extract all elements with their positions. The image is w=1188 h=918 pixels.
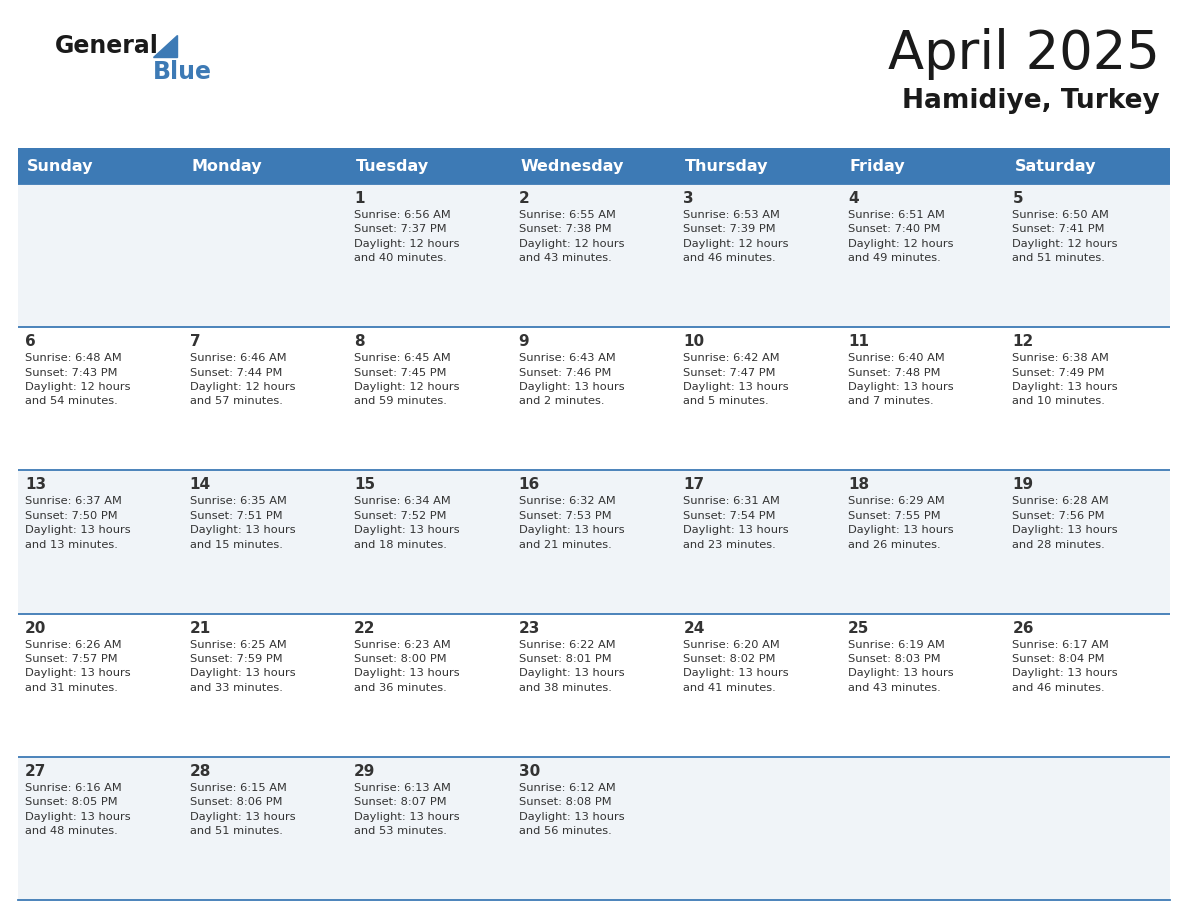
Text: Sunrise: 6:42 AM
Sunset: 7:47 PM
Daylight: 13 hours
and 5 minutes.: Sunrise: 6:42 AM Sunset: 7:47 PM Dayligh… bbox=[683, 353, 789, 407]
Text: Sunrise: 6:45 AM
Sunset: 7:45 PM
Daylight: 12 hours
and 59 minutes.: Sunrise: 6:45 AM Sunset: 7:45 PM Dayligh… bbox=[354, 353, 460, 407]
Text: Sunrise: 6:46 AM
Sunset: 7:44 PM
Daylight: 12 hours
and 57 minutes.: Sunrise: 6:46 AM Sunset: 7:44 PM Dayligh… bbox=[190, 353, 295, 407]
Text: Sunrise: 6:23 AM
Sunset: 8:00 PM
Daylight: 13 hours
and 36 minutes.: Sunrise: 6:23 AM Sunset: 8:00 PM Dayligh… bbox=[354, 640, 460, 693]
Text: Sunrise: 6:51 AM
Sunset: 7:40 PM
Daylight: 12 hours
and 49 minutes.: Sunrise: 6:51 AM Sunset: 7:40 PM Dayligh… bbox=[848, 210, 953, 263]
Text: 25: 25 bbox=[848, 621, 870, 635]
Text: Sunrise: 6:20 AM
Sunset: 8:02 PM
Daylight: 13 hours
and 41 minutes.: Sunrise: 6:20 AM Sunset: 8:02 PM Dayligh… bbox=[683, 640, 789, 693]
Text: 11: 11 bbox=[848, 334, 868, 349]
Text: Sunrise: 6:16 AM
Sunset: 8:05 PM
Daylight: 13 hours
and 48 minutes.: Sunrise: 6:16 AM Sunset: 8:05 PM Dayligh… bbox=[25, 783, 131, 836]
Text: Sunrise: 6:17 AM
Sunset: 8:04 PM
Daylight: 13 hours
and 46 minutes.: Sunrise: 6:17 AM Sunset: 8:04 PM Dayligh… bbox=[1012, 640, 1118, 693]
Polygon shape bbox=[153, 35, 177, 57]
Text: 10: 10 bbox=[683, 334, 704, 349]
Text: Sunrise: 6:15 AM
Sunset: 8:06 PM
Daylight: 13 hours
and 51 minutes.: Sunrise: 6:15 AM Sunset: 8:06 PM Dayligh… bbox=[190, 783, 295, 836]
Text: Sunrise: 6:38 AM
Sunset: 7:49 PM
Daylight: 13 hours
and 10 minutes.: Sunrise: 6:38 AM Sunset: 7:49 PM Dayligh… bbox=[1012, 353, 1118, 407]
Bar bbox=[18, 184, 1170, 327]
Text: Monday: Monday bbox=[191, 159, 263, 174]
Bar bbox=[18, 148, 183, 184]
Text: 20: 20 bbox=[25, 621, 46, 635]
Text: 4: 4 bbox=[848, 191, 859, 206]
Text: Sunrise: 6:35 AM
Sunset: 7:51 PM
Daylight: 13 hours
and 15 minutes.: Sunrise: 6:35 AM Sunset: 7:51 PM Dayligh… bbox=[190, 497, 295, 550]
Text: Sunrise: 6:13 AM
Sunset: 8:07 PM
Daylight: 13 hours
and 53 minutes.: Sunrise: 6:13 AM Sunset: 8:07 PM Dayligh… bbox=[354, 783, 460, 836]
Text: Sunrise: 6:22 AM
Sunset: 8:01 PM
Daylight: 13 hours
and 38 minutes.: Sunrise: 6:22 AM Sunset: 8:01 PM Dayligh… bbox=[519, 640, 625, 693]
Text: Sunrise: 6:56 AM
Sunset: 7:37 PM
Daylight: 12 hours
and 40 minutes.: Sunrise: 6:56 AM Sunset: 7:37 PM Dayligh… bbox=[354, 210, 460, 263]
Text: Sunrise: 6:53 AM
Sunset: 7:39 PM
Daylight: 12 hours
and 46 minutes.: Sunrise: 6:53 AM Sunset: 7:39 PM Dayligh… bbox=[683, 210, 789, 263]
Bar bbox=[676, 148, 841, 184]
Text: Sunrise: 6:12 AM
Sunset: 8:08 PM
Daylight: 13 hours
and 56 minutes.: Sunrise: 6:12 AM Sunset: 8:08 PM Dayligh… bbox=[519, 783, 625, 836]
Text: 12: 12 bbox=[1012, 334, 1034, 349]
Text: Sunrise: 6:25 AM
Sunset: 7:59 PM
Daylight: 13 hours
and 33 minutes.: Sunrise: 6:25 AM Sunset: 7:59 PM Dayligh… bbox=[190, 640, 295, 693]
Bar bbox=[18, 756, 1170, 900]
Bar bbox=[841, 148, 1005, 184]
Text: Sunrise: 6:26 AM
Sunset: 7:57 PM
Daylight: 13 hours
and 31 minutes.: Sunrise: 6:26 AM Sunset: 7:57 PM Dayligh… bbox=[25, 640, 131, 693]
Text: Sunrise: 6:31 AM
Sunset: 7:54 PM
Daylight: 13 hours
and 23 minutes.: Sunrise: 6:31 AM Sunset: 7:54 PM Dayligh… bbox=[683, 497, 789, 550]
Bar bbox=[183, 148, 347, 184]
Text: 13: 13 bbox=[25, 477, 46, 492]
Text: 29: 29 bbox=[354, 764, 375, 778]
Text: Sunrise: 6:50 AM
Sunset: 7:41 PM
Daylight: 12 hours
and 51 minutes.: Sunrise: 6:50 AM Sunset: 7:41 PM Dayligh… bbox=[1012, 210, 1118, 263]
Text: 1: 1 bbox=[354, 191, 365, 206]
Text: 24: 24 bbox=[683, 621, 704, 635]
Text: 18: 18 bbox=[848, 477, 868, 492]
Text: Sunrise: 6:34 AM
Sunset: 7:52 PM
Daylight: 13 hours
and 18 minutes.: Sunrise: 6:34 AM Sunset: 7:52 PM Dayligh… bbox=[354, 497, 460, 550]
Text: 26: 26 bbox=[1012, 621, 1034, 635]
Text: 21: 21 bbox=[190, 621, 210, 635]
Bar bbox=[512, 148, 676, 184]
Text: 15: 15 bbox=[354, 477, 375, 492]
Text: Sunrise: 6:28 AM
Sunset: 7:56 PM
Daylight: 13 hours
and 28 minutes.: Sunrise: 6:28 AM Sunset: 7:56 PM Dayligh… bbox=[1012, 497, 1118, 550]
Text: 5: 5 bbox=[1012, 191, 1023, 206]
Text: Blue: Blue bbox=[153, 60, 211, 84]
Text: Sunrise: 6:43 AM
Sunset: 7:46 PM
Daylight: 13 hours
and 2 minutes.: Sunrise: 6:43 AM Sunset: 7:46 PM Dayligh… bbox=[519, 353, 625, 407]
Bar bbox=[1005, 148, 1170, 184]
Text: Wednesday: Wednesday bbox=[520, 159, 624, 174]
Bar bbox=[347, 148, 512, 184]
Text: Sunrise: 6:48 AM
Sunset: 7:43 PM
Daylight: 12 hours
and 54 minutes.: Sunrise: 6:48 AM Sunset: 7:43 PM Dayligh… bbox=[25, 353, 131, 407]
Text: 27: 27 bbox=[25, 764, 46, 778]
Bar bbox=[18, 470, 1170, 613]
Text: Sunrise: 6:40 AM
Sunset: 7:48 PM
Daylight: 13 hours
and 7 minutes.: Sunrise: 6:40 AM Sunset: 7:48 PM Dayligh… bbox=[848, 353, 954, 407]
Text: Saturday: Saturday bbox=[1015, 159, 1095, 174]
Bar bbox=[18, 613, 1170, 756]
Text: Sunrise: 6:29 AM
Sunset: 7:55 PM
Daylight: 13 hours
and 26 minutes.: Sunrise: 6:29 AM Sunset: 7:55 PM Dayligh… bbox=[848, 497, 954, 550]
Text: Sunrise: 6:19 AM
Sunset: 8:03 PM
Daylight: 13 hours
and 43 minutes.: Sunrise: 6:19 AM Sunset: 8:03 PM Dayligh… bbox=[848, 640, 954, 693]
Text: 3: 3 bbox=[683, 191, 694, 206]
Text: 28: 28 bbox=[190, 764, 211, 778]
Text: Friday: Friday bbox=[849, 159, 905, 174]
Text: 6: 6 bbox=[25, 334, 36, 349]
Text: 30: 30 bbox=[519, 764, 541, 778]
Text: Sunrise: 6:32 AM
Sunset: 7:53 PM
Daylight: 13 hours
and 21 minutes.: Sunrise: 6:32 AM Sunset: 7:53 PM Dayligh… bbox=[519, 497, 625, 550]
Text: Thursday: Thursday bbox=[685, 159, 769, 174]
Text: 23: 23 bbox=[519, 621, 541, 635]
Text: 22: 22 bbox=[354, 621, 375, 635]
Text: April 2025: April 2025 bbox=[889, 28, 1159, 80]
Text: Sunrise: 6:55 AM
Sunset: 7:38 PM
Daylight: 12 hours
and 43 minutes.: Sunrise: 6:55 AM Sunset: 7:38 PM Dayligh… bbox=[519, 210, 624, 263]
Text: General: General bbox=[55, 34, 159, 58]
Text: 14: 14 bbox=[190, 477, 210, 492]
Bar bbox=[18, 327, 1170, 470]
Text: 16: 16 bbox=[519, 477, 541, 492]
Text: 7: 7 bbox=[190, 334, 201, 349]
Text: 17: 17 bbox=[683, 477, 704, 492]
Text: 8: 8 bbox=[354, 334, 365, 349]
Text: Hamidiye, Turkey: Hamidiye, Turkey bbox=[902, 88, 1159, 114]
Text: 19: 19 bbox=[1012, 477, 1034, 492]
Text: Sunday: Sunday bbox=[27, 159, 94, 174]
Text: 9: 9 bbox=[519, 334, 530, 349]
Text: 2: 2 bbox=[519, 191, 530, 206]
Text: Sunrise: 6:37 AM
Sunset: 7:50 PM
Daylight: 13 hours
and 13 minutes.: Sunrise: 6:37 AM Sunset: 7:50 PM Dayligh… bbox=[25, 497, 131, 550]
Text: Tuesday: Tuesday bbox=[356, 159, 429, 174]
